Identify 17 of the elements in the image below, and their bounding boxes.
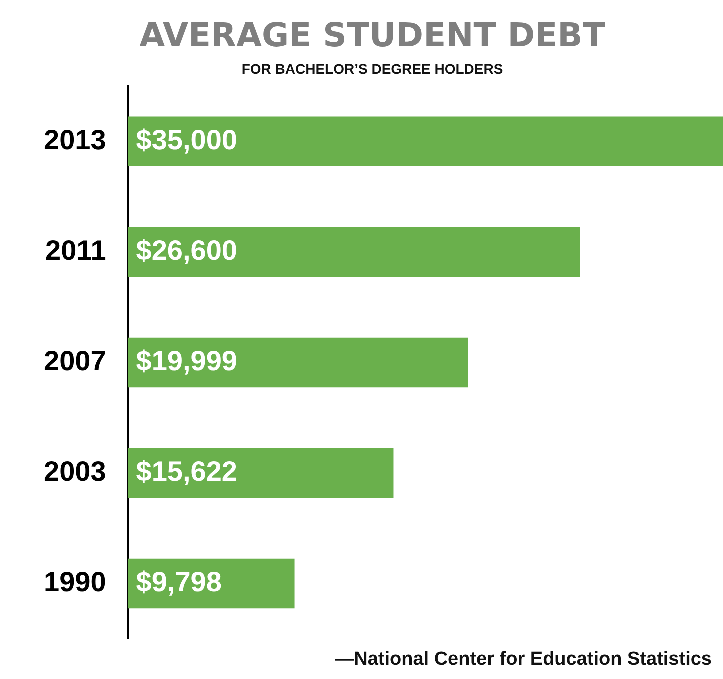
y-tick-label: 2013 — [44, 124, 106, 156]
bar — [128, 227, 580, 278]
y-tick-label: 2011 — [46, 234, 106, 266]
bar — [128, 448, 394, 498]
y-tick-label: 1990 — [44, 566, 106, 598]
data-label: $26,600 — [136, 234, 238, 266]
data-label: $35,000 — [136, 124, 238, 156]
text: —National Center for Education Statistics — [335, 649, 712, 670]
data-label: $9,798 — [136, 566, 222, 598]
y-tick-label: 2003 — [44, 456, 106, 487]
chart-subtitle: FOR BACHELOR’S DEGREE HOLDERS — [242, 60, 504, 77]
bar — [128, 116, 723, 167]
bar — [128, 338, 468, 388]
chart-title: AVERAGE STUDENT DEBT — [140, 15, 606, 54]
y-tick-label: 2007 — [44, 345, 106, 376]
data-label: $19,999 — [136, 345, 238, 376]
data-label: $15,622 — [136, 456, 238, 487]
